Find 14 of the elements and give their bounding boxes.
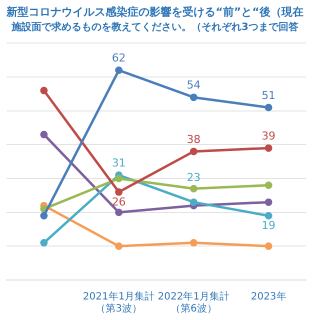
data-label: 26 (112, 195, 126, 208)
x-tick-label: 2023年 (250, 290, 286, 303)
data-label: 54 (186, 78, 201, 92)
data-label: 62 (112, 52, 126, 65)
chart-subtitle: 施設面で求めるものを教えてください。（それぞれ3つまで回答 (10, 20, 300, 33)
data-label: 51 (262, 88, 276, 102)
data-label: 31 (112, 156, 126, 170)
data-label: 23 (186, 171, 201, 184)
x-tick-label: 2022年1月集計（第6波） (158, 290, 230, 315)
chart-title: 新型コロナウイルス感染症の影響を受ける“前”と“後（現在 (6, 5, 304, 18)
data-label: 38 (186, 132, 201, 146)
data-label: 39 (262, 129, 276, 142)
data-label: 19 (262, 219, 276, 232)
x-tick-label: 2021年1月集計（第3波） (82, 290, 155, 315)
